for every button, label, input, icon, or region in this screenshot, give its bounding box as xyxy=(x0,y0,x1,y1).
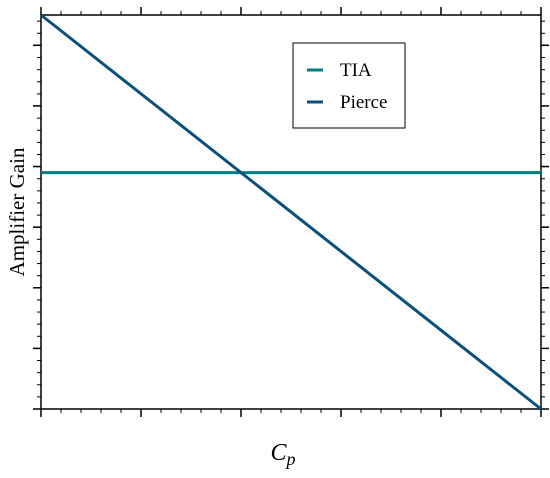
legend-box xyxy=(292,42,406,129)
plot-border xyxy=(40,14,542,410)
x-axis-label-main: C xyxy=(270,440,287,466)
x-axis-label-subscript: p xyxy=(285,449,296,469)
legend-label-tia: TIA xyxy=(340,60,372,81)
axis-ticks xyxy=(33,7,549,417)
y-axis-label: Amplifier Gain xyxy=(5,147,29,276)
legend: TIA Pierce xyxy=(292,42,406,129)
plot-frame xyxy=(40,14,542,410)
legend-label-pierce: Pierce xyxy=(340,92,387,113)
series-line-pierce xyxy=(40,13,542,411)
x-axis-label: Cp xyxy=(270,440,295,469)
series-layer xyxy=(40,13,542,411)
